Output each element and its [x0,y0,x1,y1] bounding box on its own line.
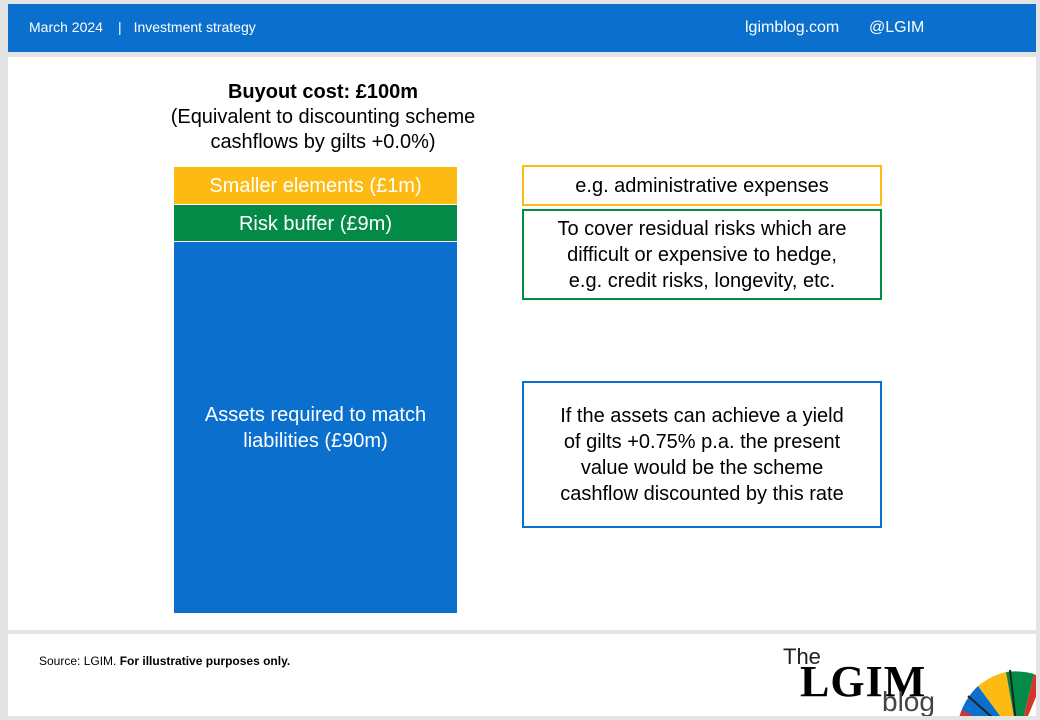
chart-title: Buyout cost: £100m [227,81,419,103]
bar-segment-label: Assets required to match liabilities (£9… [204,403,427,452]
bar-segment-label: Risk buffer (£9m) [238,212,392,235]
chart-panel: Buyout cost: £100m (Equivalent to discou… [8,57,1036,630]
chart-title-block: Buyout cost: £100m (Equivalent to discou… [153,79,493,155]
bar-segment-label: Smaller elements (£1m) [209,174,422,197]
logo-the-text: The [783,644,821,669]
logo-blog-text: blog [882,686,935,716]
annotation-admin-expenses: e.g. administrative expenses [522,165,882,206]
chart-subtitle: (Equivalent to discounting scheme cashfl… [170,106,476,153]
lgim-blog-logo: The LGIM blog [778,640,1036,716]
header-meta: March 2024 | Investment strategy [29,19,256,35]
bar-segment-smaller-elements: Smaller elements (£1m) [174,167,457,205]
footer: Source: LGIM. For illustrative purposes … [8,634,1036,716]
source-note: Source: LGIM. For illustrative purposes … [39,654,290,668]
header-category: Investment strategy [133,19,256,35]
site-link[interactable]: lgimblog.com [745,19,840,36]
umbrella-logo-icon [959,669,1036,716]
disclaimer-text: For illustrative purposes only. [119,654,291,668]
annotation-residual-risks: To cover residual risks which are diffic… [522,209,882,300]
top-banner: March 2024 | Investment strategy lgimblog.… [8,4,1036,52]
social-handle-link[interactable]: @LGIM [869,19,925,36]
header-separator: | [117,19,122,35]
annotation-asset-yield: If the assets can achieve a yield of gil… [522,381,882,528]
source-text: Source: LGIM. [39,654,117,668]
bar-segment-assets: Assets required to match liabilities (£9… [174,241,457,613]
bar-segment-risk-buffer: Risk buffer (£9m) [174,204,457,243]
header-date: March 2024 [29,19,103,35]
logo-main-text: LGIM [800,657,927,706]
